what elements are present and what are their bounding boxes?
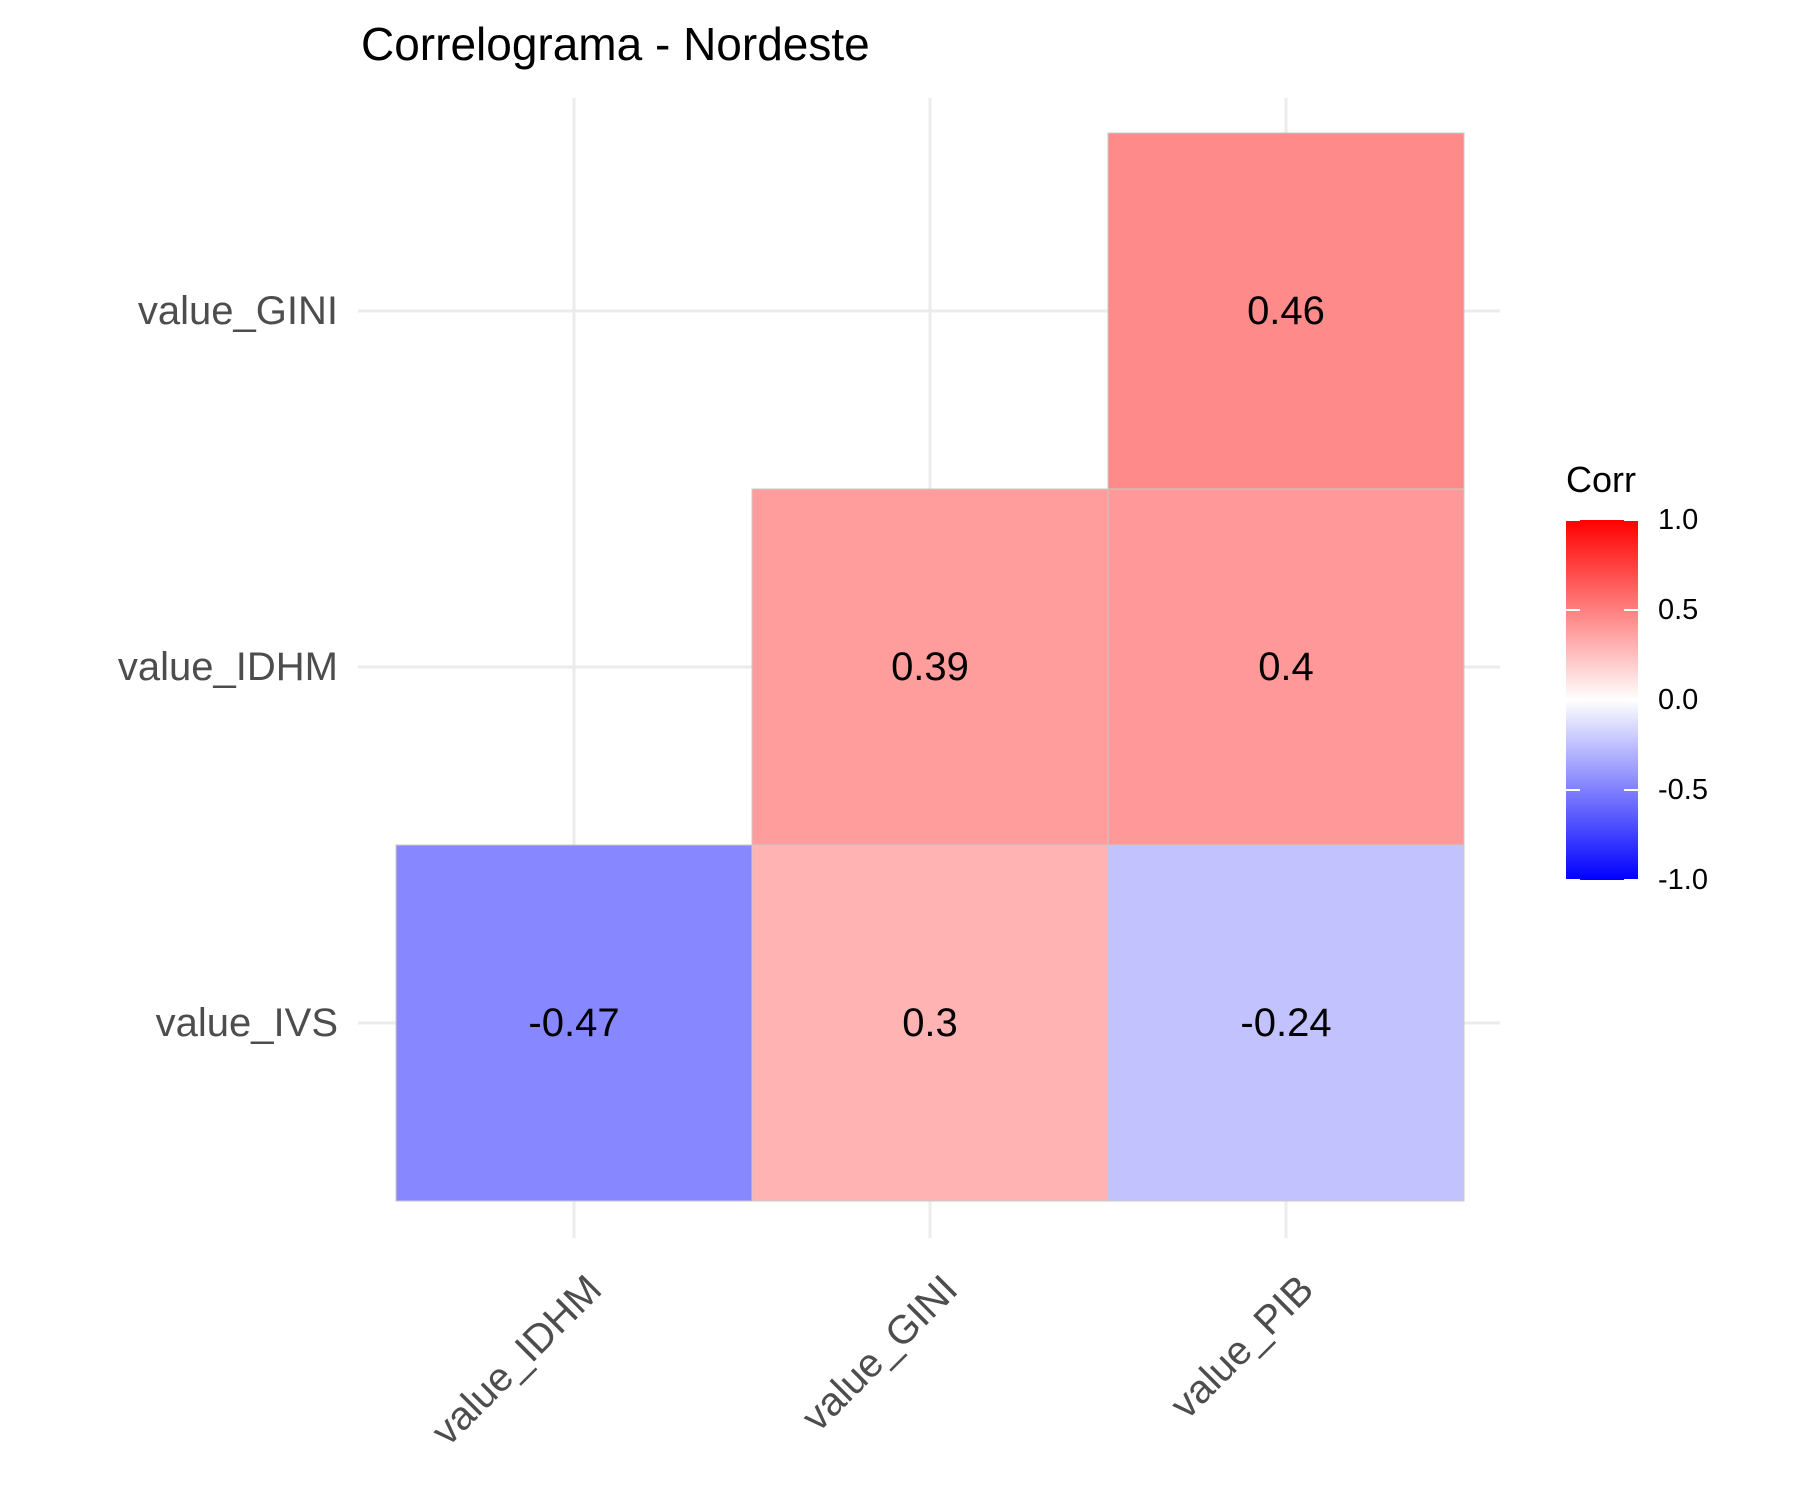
heatmap-cell-value_GINI-value_IDHM [751,488,1109,846]
x-tick-label-value_IDHM: value_IDHM [423,1267,610,1454]
cell-value-value_PIB-value_IDHM: 0.4 [1258,645,1314,689]
y-tick-label-value_IDHM: value_IDHM [118,645,338,689]
legend-ticks: 1.0 0.5 0.0 -0.5 -1.0 [1566,504,1708,896]
heatmap-cell-value_PIB-value_IDHM [1107,488,1465,846]
heatmap-cells [395,132,1465,1202]
cell-value-labels: -0.47 0.3 -0.24 0.39 0.4 0.46 [528,289,1331,1045]
cell-value-value_GINI-value_IVS: 0.3 [902,1001,958,1045]
cell-value-value_GINI-value_IDHM: 0.39 [891,645,969,689]
x-tick-label-value_GINI: value_GINI [794,1267,967,1440]
y-tick-label-value_GINI: value_GINI [138,289,338,333]
heatmap-cell-value_PIB-value_GINI [1107,132,1465,490]
legend-tick-label: 0.5 [1658,594,1698,626]
color-legend: Corr 1.0 0.5 0.0 -0.5 -1.0 [1566,459,1708,896]
cell-value-value_PIB-value_GINI: 0.46 [1247,289,1325,333]
heatmap-cell-value_GINI-value_IVS [751,844,1109,1202]
legend-tick-label: -0.5 [1658,774,1708,806]
chart-title: Correlograma - Nordeste [361,18,870,70]
heatmap-cell-value_PIB-value_IVS [1107,844,1465,1202]
x-axis-tick-labels: value_IDHM value_GINI value_PIB [423,1267,1322,1454]
y-tick-label-value_IVS: value_IVS [156,1001,338,1045]
heatmap-cell-value_IDHM-value_IVS [395,844,753,1202]
legend-title: Corr [1566,459,1636,500]
legend-tick-label: 1.0 [1658,504,1698,536]
cell-value-value_PIB-value_IVS: -0.24 [1240,1001,1331,1045]
x-tick-label-value_PIB: value_PIB [1162,1267,1322,1427]
legend-tick-label: -1.0 [1658,864,1708,896]
cell-value-value_IDHM-value_IVS: -0.47 [528,1001,619,1045]
y-axis-tick-labels: value_IVS value_IDHM value_GINI [118,289,338,1045]
legend-tick-label: 0.0 [1658,684,1698,716]
